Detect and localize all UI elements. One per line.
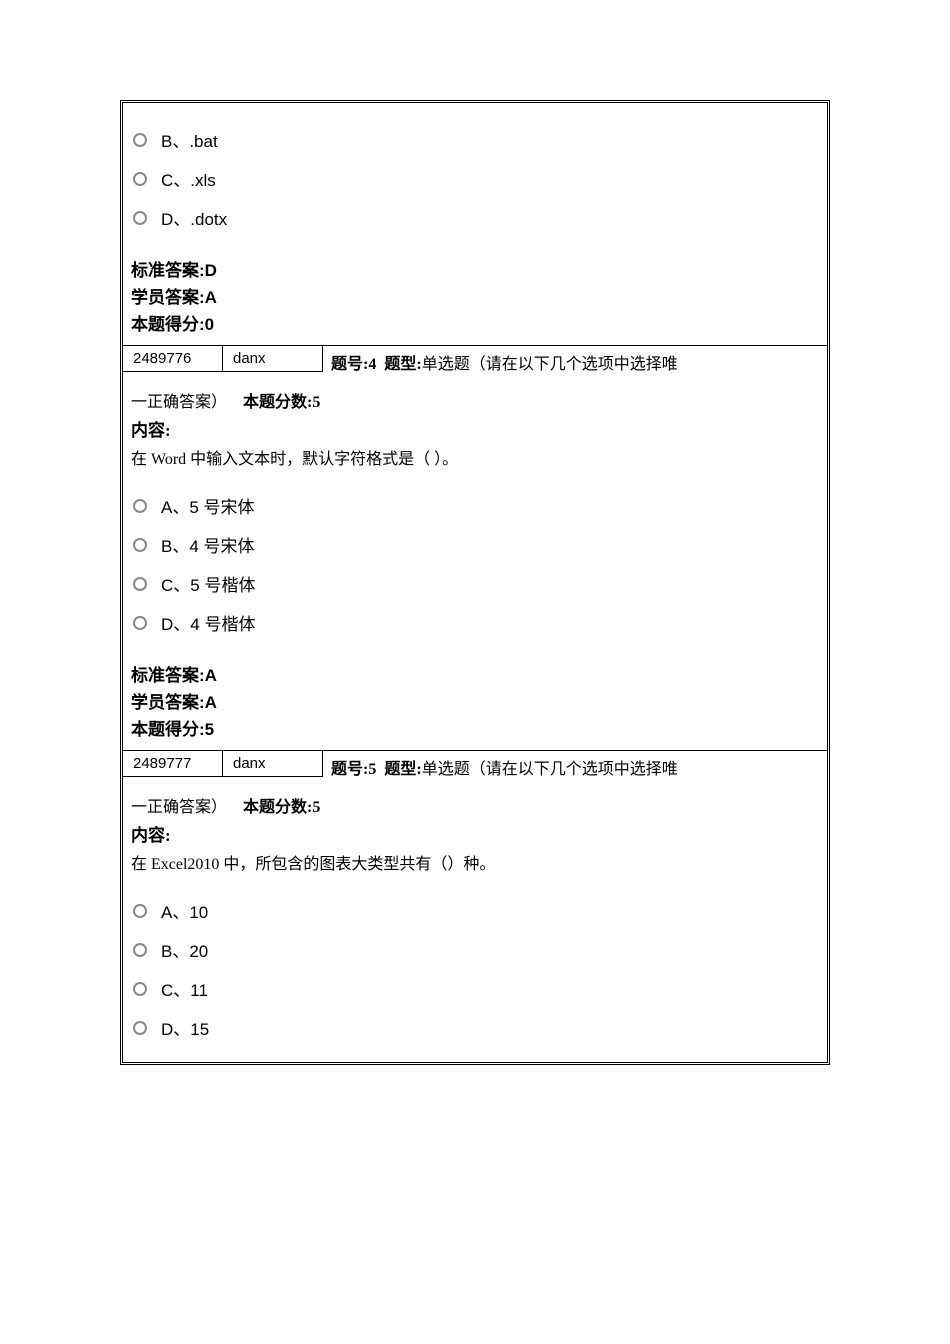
question-id-cell: 2489777 — [123, 751, 223, 777]
type-label: 题型: — [384, 356, 421, 373]
title-prefix: 题号: — [331, 761, 368, 778]
radio-icon[interactable] — [133, 133, 147, 147]
full-val: 5 — [312, 394, 320, 411]
user-answer: 学员答案:A — [131, 688, 821, 713]
standard-answer: 标准答案:D — [131, 256, 821, 281]
user-answer: 学员答案:A — [131, 283, 821, 308]
option-c-text: C、11 — [161, 976, 208, 1001]
std-ans-label: 标准答案: — [131, 261, 205, 280]
radio-icon[interactable] — [133, 943, 147, 957]
title-num: 5 — [368, 761, 376, 778]
full-val: 5 — [312, 799, 320, 816]
option-row: A、5 号宋体 — [133, 493, 821, 518]
standard-answer: 标准答案:A — [131, 661, 821, 686]
question-id-cell: 2489776 — [123, 346, 223, 372]
radio-icon[interactable] — [133, 616, 147, 630]
option-row: B、20 — [133, 937, 821, 962]
full-label: 本题分数: — [243, 394, 312, 411]
score-val: 5 — [205, 720, 214, 739]
option-a-text: A、10 — [161, 898, 208, 923]
score-earned: 本题得分:5 — [131, 715, 821, 740]
radio-icon[interactable] — [133, 904, 147, 918]
full-label: 本题分数: — [243, 799, 312, 816]
type-val: 单选题（请在以下几个选项中选择唯 — [422, 761, 678, 778]
content-text: 在 Word 中输入文本时，默认字符格式是（ ）。 — [129, 443, 821, 479]
option-b-text: B、.bat — [161, 127, 218, 152]
option-d-text: D、4 号楷体 — [161, 610, 255, 635]
option-row: A、10 — [133, 898, 821, 923]
question-5-header-row: 2489777 danx 题号:5 题型:单选题（请在以下几个选项中选择唯 — [123, 750, 827, 781]
radio-icon[interactable] — [133, 172, 147, 186]
question-4-header-row: 2489776 danx 题号:4 题型:单选题（请在以下几个选项中选择唯 — [123, 345, 827, 376]
option-row: D、15 — [133, 1015, 821, 1040]
score-earned: 本题得分:0 — [131, 310, 821, 335]
option-b-text: B、20 — [161, 937, 208, 962]
radio-icon[interactable] — [133, 211, 147, 225]
option-c-text: C、.xls — [161, 166, 216, 191]
radio-icon[interactable] — [133, 982, 147, 996]
option-d-text: D、15 — [161, 1015, 209, 1040]
title-prefix: 题号: — [331, 356, 368, 373]
user-ans-label: 学员答案: — [131, 288, 205, 307]
radio-icon[interactable] — [133, 1021, 147, 1035]
document-frame: B、.bat C、.xls D、.dotx 标准答案:D 学员答案:A 本题得分… — [120, 100, 830, 1065]
option-row: B、.bat — [133, 127, 821, 152]
question-4-body: 一正确答案） 本题分数:5 内容: 在 Word 中输入文本时，默认字符格式是（… — [123, 376, 827, 750]
option-row: C、5 号楷体 — [133, 571, 821, 596]
radio-icon[interactable] — [133, 538, 147, 552]
correct-prefix: 一正确答案） — [131, 799, 227, 816]
option-row: D、.dotx — [133, 205, 821, 230]
question-5-body: 一正确答案） 本题分数:5 内容: 在 Excel2010 中，所包含的图表大类… — [123, 781, 827, 1062]
score-val: 0 — [205, 315, 214, 334]
radio-icon[interactable] — [133, 499, 147, 513]
page-container: B、.bat C、.xls D、.dotx 标准答案:D 学员答案:A 本题得分… — [0, 0, 950, 1125]
title-num: 4 — [368, 356, 376, 373]
option-row: B、4 号宋体 — [133, 532, 821, 557]
radio-icon[interactable] — [133, 577, 147, 591]
type-label: 题型: — [384, 761, 421, 778]
question-title: 题号:4 题型:单选题（请在以下几个选项中选择唯 — [323, 346, 686, 376]
question-4-score-line: 一正确答案） 本题分数:5 — [129, 386, 821, 414]
score-label: 本题得分: — [131, 315, 205, 334]
content-text: 在 Excel2010 中，所包含的图表大类型共有（）种。 — [129, 848, 821, 884]
correct-prefix: 一正确答案） — [131, 394, 227, 411]
content-label: 内容: — [129, 414, 821, 443]
user-ans-val: A — [205, 288, 217, 307]
question-3-tail: B、.bat C、.xls D、.dotx 标准答案:D 学员答案:A 本题得分… — [123, 103, 827, 345]
user-ans-val: A — [205, 693, 217, 712]
option-row: D、4 号楷体 — [133, 610, 821, 635]
question-code-cell: danx — [223, 346, 323, 372]
std-ans-label: 标准答案: — [131, 666, 205, 685]
std-ans-val: A — [205, 666, 217, 685]
option-d-text: D、.dotx — [161, 205, 227, 230]
option-row: C、11 — [133, 976, 821, 1001]
std-ans-val: D — [205, 261, 217, 280]
score-label: 本题得分: — [131, 720, 205, 739]
type-val: 单选题（请在以下几个选项中选择唯 — [422, 356, 678, 373]
question-title: 题号:5 题型:单选题（请在以下几个选项中选择唯 — [323, 751, 686, 781]
option-row: C、.xls — [133, 166, 821, 191]
user-ans-label: 学员答案: — [131, 693, 205, 712]
content-label: 内容: — [129, 819, 821, 848]
option-b-text: B、4 号宋体 — [161, 532, 255, 557]
question-5-score-line: 一正确答案） 本题分数:5 — [129, 791, 821, 819]
question-code-cell: danx — [223, 751, 323, 777]
option-c-text: C、5 号楷体 — [161, 571, 255, 596]
option-a-text: A、5 号宋体 — [161, 493, 255, 518]
